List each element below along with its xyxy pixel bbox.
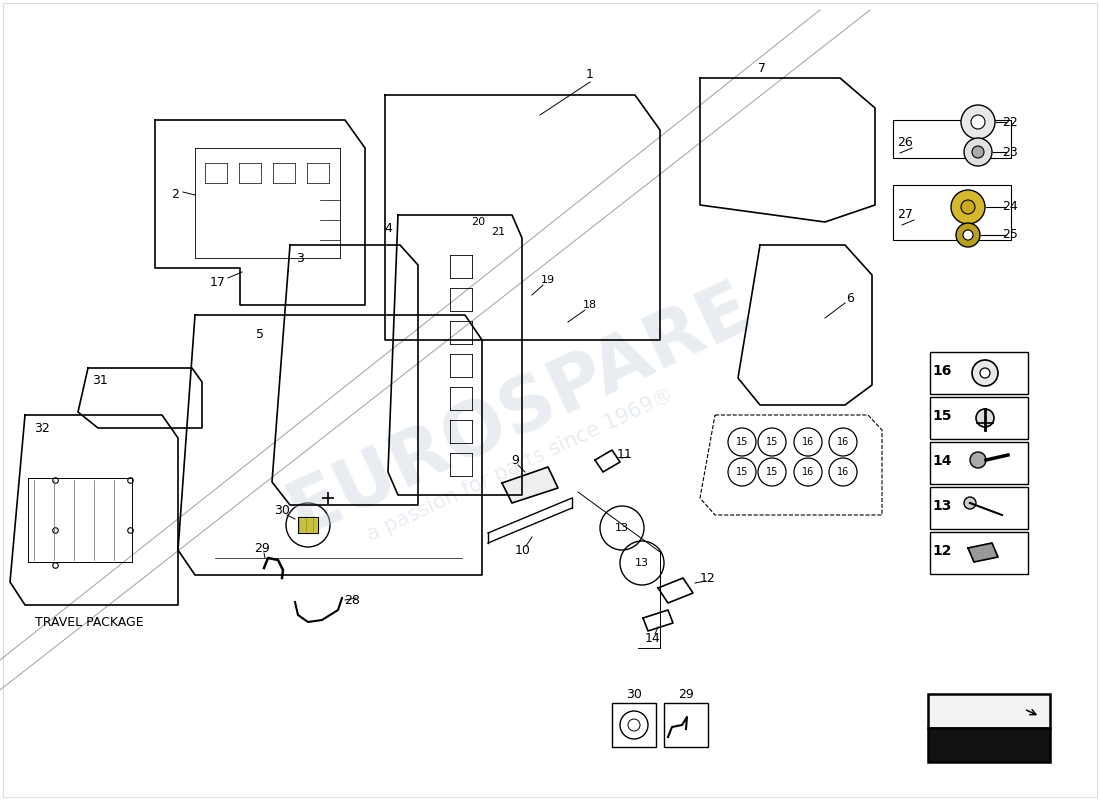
Text: 15: 15 [766, 467, 778, 477]
Circle shape [970, 452, 986, 468]
Text: 14: 14 [933, 454, 952, 468]
Bar [893, 185, 1011, 240]
Text: 24: 24 [1002, 201, 1018, 214]
Text: 30: 30 [626, 687, 642, 701]
Bar [930, 442, 1028, 484]
Text: 16: 16 [933, 364, 952, 378]
Circle shape [972, 146, 984, 158]
Text: EUROSPARE: EUROSPARE [277, 270, 763, 550]
Circle shape [961, 200, 975, 214]
Bar [930, 397, 1028, 439]
Text: 13: 13 [933, 499, 952, 513]
Circle shape [971, 115, 984, 129]
Bar [928, 694, 1050, 728]
Polygon shape [940, 704, 1010, 722]
Bar [664, 703, 708, 747]
Text: a passion for parts since 1969®: a passion for parts since 1969® [363, 385, 676, 545]
Bar [930, 532, 1028, 574]
Text: 10: 10 [515, 543, 531, 557]
Text: 15: 15 [736, 467, 748, 477]
Text: 16: 16 [802, 467, 814, 477]
Circle shape [976, 409, 994, 427]
Text: 20: 20 [471, 217, 485, 227]
Text: 12: 12 [933, 544, 952, 558]
Text: 28: 28 [344, 594, 360, 606]
Text: 4: 4 [384, 222, 392, 234]
Text: 16: 16 [837, 467, 849, 477]
Circle shape [980, 368, 990, 378]
Circle shape [952, 190, 984, 224]
Text: 15: 15 [933, 409, 952, 423]
Text: 32: 32 [34, 422, 50, 434]
Text: 5: 5 [256, 329, 264, 342]
Text: 2: 2 [172, 189, 179, 202]
Circle shape [962, 230, 974, 240]
Text: 31: 31 [92, 374, 108, 386]
Circle shape [972, 360, 998, 386]
Polygon shape [502, 467, 558, 503]
Text: 26: 26 [898, 137, 913, 150]
Text: 11: 11 [617, 449, 632, 462]
Text: 29: 29 [254, 542, 270, 554]
Text: 22: 22 [1002, 115, 1018, 129]
Bar [930, 487, 1028, 529]
Text: 9: 9 [512, 454, 519, 466]
Text: TRAVEL PACKAGE: TRAVEL PACKAGE [35, 615, 144, 629]
Text: 29: 29 [678, 687, 694, 701]
Text: 15: 15 [736, 437, 748, 447]
Text: 863 04: 863 04 [952, 735, 1026, 754]
Text: 27: 27 [898, 209, 913, 222]
Text: 3: 3 [296, 251, 304, 265]
Text: 30: 30 [274, 503, 290, 517]
Text: 7: 7 [758, 62, 766, 74]
Text: 12: 12 [700, 571, 716, 585]
Text: 15: 15 [766, 437, 778, 447]
Bar [930, 352, 1028, 394]
Bar [893, 120, 1011, 158]
Text: 1: 1 [586, 69, 594, 82]
Text: 19: 19 [541, 275, 556, 285]
Circle shape [964, 497, 976, 509]
Text: 16: 16 [802, 437, 814, 447]
Circle shape [956, 223, 980, 247]
Text: 13: 13 [635, 558, 649, 568]
Text: 13: 13 [615, 523, 629, 533]
Text: 21: 21 [491, 227, 505, 237]
Text: 16: 16 [837, 437, 849, 447]
Text: 6: 6 [846, 291, 854, 305]
Text: 17: 17 [210, 275, 225, 289]
Circle shape [964, 138, 992, 166]
Circle shape [961, 105, 996, 139]
Polygon shape [298, 517, 318, 533]
Text: 23: 23 [1002, 146, 1018, 158]
Text: 25: 25 [1002, 229, 1018, 242]
Bar [612, 703, 656, 747]
Text: 18: 18 [583, 300, 597, 310]
Polygon shape [968, 543, 998, 562]
Text: 14: 14 [645, 631, 661, 645]
Bar [928, 728, 1050, 762]
